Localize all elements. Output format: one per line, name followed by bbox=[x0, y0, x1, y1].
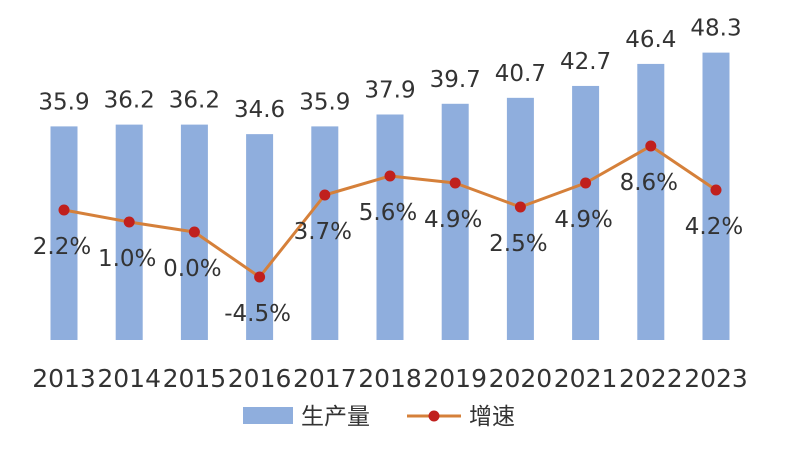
bar-2016 bbox=[246, 134, 274, 340]
x-tick-label-2018: 2018 bbox=[358, 364, 422, 393]
x-tick-label-2017: 2017 bbox=[293, 364, 357, 393]
growth-value-labels: 2.2% 1.0% 0.0%-4.5% 3.7% 5.6% 4.9% 2.5% 4.9% 8.6… bbox=[33, 170, 743, 327]
legend-swatch-production bbox=[243, 407, 293, 424]
growth-marker-2018 bbox=[384, 170, 396, 182]
x-tick-label-2023: 2023 bbox=[684, 364, 748, 393]
growth-marker-2015 bbox=[188, 226, 200, 238]
growth-marker-2021 bbox=[580, 177, 592, 189]
growth-marker-2017 bbox=[319, 189, 331, 201]
legend-label-growth: 增速 bbox=[469, 404, 515, 430]
bar-value-label-2018: 37.9 bbox=[364, 77, 415, 103]
x-tick-label-2013: 2013 bbox=[32, 364, 96, 393]
legend-swatch-growth-marker bbox=[428, 410, 440, 422]
growth-marker-2022 bbox=[645, 140, 657, 152]
bar-value-label-2016: 34.6 bbox=[234, 97, 285, 123]
bar-2013 bbox=[50, 126, 78, 341]
bar-value-label-2020: 40.7 bbox=[495, 61, 546, 87]
x-tick-label-2020: 2020 bbox=[489, 364, 553, 393]
bar-2018 bbox=[376, 114, 404, 341]
growth-value-label-2019: 4.9% bbox=[424, 207, 482, 233]
x-tick-label-2019: 2019 bbox=[423, 364, 487, 393]
bar-value-labels: 35.9 36.2 36.2 34.6 35.9 37.9 39.7 40.7 42.7 46.4… bbox=[38, 16, 741, 124]
bar-2020 bbox=[506, 97, 534, 341]
bar-value-label-2014: 36.2 bbox=[104, 88, 155, 114]
growth-value-label-2015: 0.0% bbox=[163, 256, 221, 282]
bar-value-label-2022: 46.4 bbox=[625, 27, 676, 53]
growth-value-label-2017: 3.7% bbox=[294, 219, 352, 245]
bar-2022 bbox=[637, 63, 665, 341]
growth-marker-2013 bbox=[58, 204, 70, 216]
bar-value-label-2023: 48.3 bbox=[690, 16, 741, 42]
x-tick-label-2016: 2016 bbox=[228, 364, 292, 393]
growth-value-label-2016: -4.5% bbox=[224, 301, 291, 327]
growth-value-label-2014: 1.0% bbox=[98, 246, 156, 272]
legend-label-production: 生产量 bbox=[301, 404, 370, 430]
bar-value-label-2013: 35.9 bbox=[38, 89, 89, 115]
growth-value-label-2021: 4.9% bbox=[554, 207, 612, 233]
growth-value-label-2020: 2.5% bbox=[489, 231, 547, 257]
growth-marker-2020 bbox=[514, 201, 526, 213]
bar-value-label-2017: 35.9 bbox=[299, 89, 350, 115]
growth-value-label-2018: 5.6% bbox=[359, 200, 417, 226]
bar-2023 bbox=[702, 52, 730, 341]
bar-2017 bbox=[311, 126, 339, 341]
growth-marker-2019 bbox=[449, 177, 461, 189]
bar-value-label-2019: 39.7 bbox=[430, 67, 481, 93]
x-tick-label-2014: 2014 bbox=[97, 364, 161, 393]
bar-value-label-2021: 42.7 bbox=[560, 49, 611, 75]
legend: 生产量 增速 bbox=[243, 404, 515, 430]
growth-value-label-2013: 2.2% bbox=[33, 234, 91, 260]
x-axis-ticks: 2013 2014 2015 2016 2017 2018 2019 2020 2021 2022… bbox=[32, 364, 748, 393]
growth-marker-2023 bbox=[710, 184, 722, 196]
x-tick-label-2015: 2015 bbox=[163, 364, 227, 393]
bar-value-label-2015: 36.2 bbox=[169, 88, 220, 114]
bar-2014 bbox=[115, 124, 143, 340]
bar-2021 bbox=[572, 85, 600, 340]
growth-marker-2014 bbox=[123, 216, 135, 228]
growth-value-label-2023: 4.2% bbox=[685, 214, 743, 240]
x-tick-label-2021: 2021 bbox=[554, 364, 618, 393]
bar-2019 bbox=[441, 103, 469, 340]
x-tick-label-2022: 2022 bbox=[619, 364, 683, 393]
growth-value-label-2022: 8.6% bbox=[620, 170, 678, 196]
growth-series bbox=[58, 140, 722, 283]
growth-marker-2016 bbox=[254, 271, 266, 283]
bar-series bbox=[50, 52, 730, 341]
